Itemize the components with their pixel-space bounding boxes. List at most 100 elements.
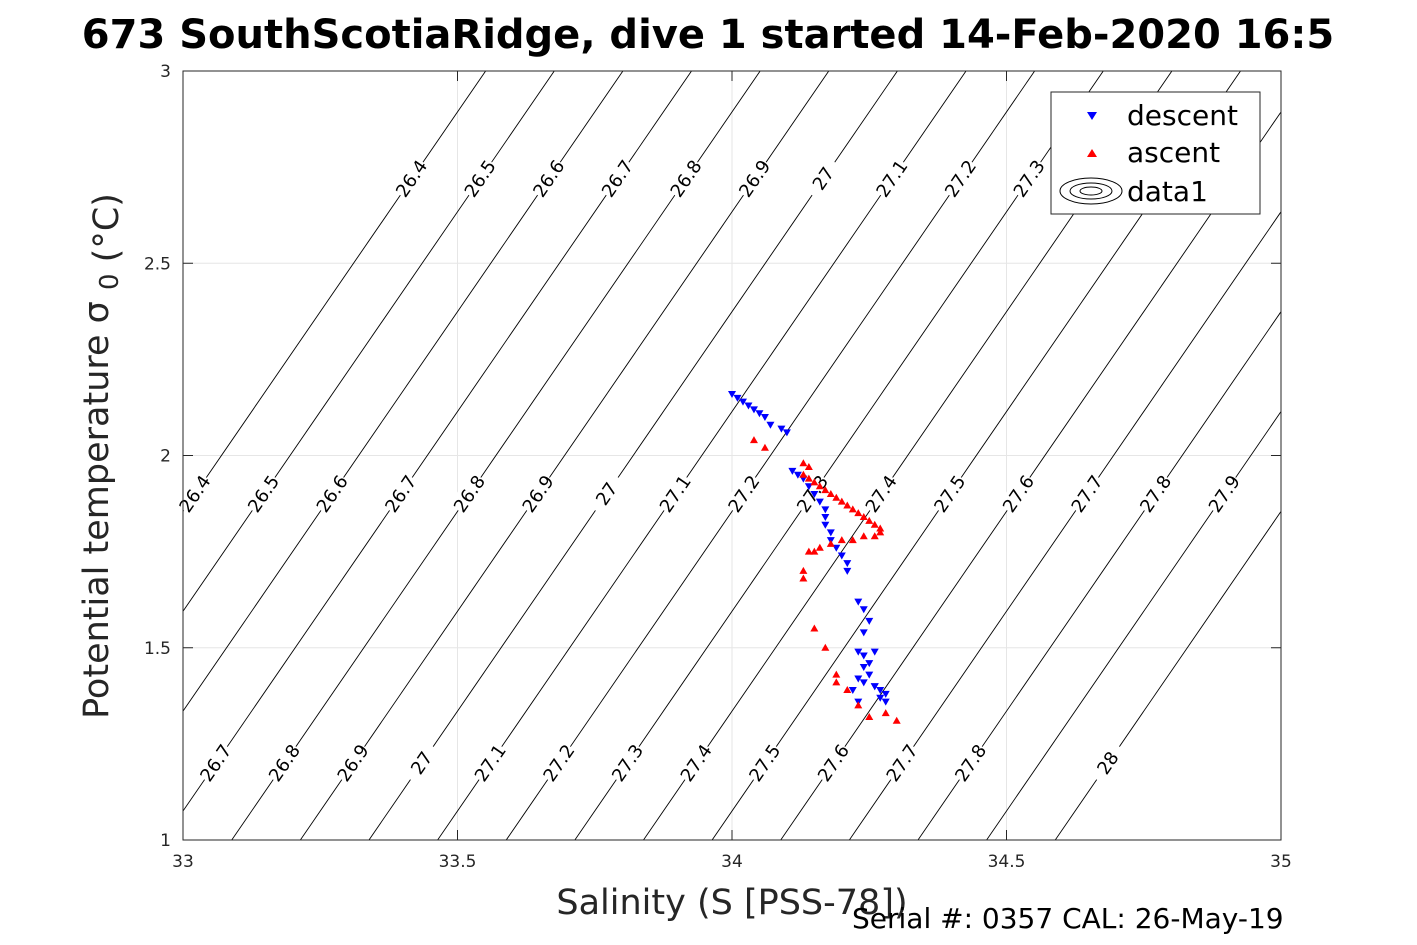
descent-point (854, 675, 863, 683)
descent-point (870, 648, 879, 656)
descent-point (826, 529, 835, 537)
ascent-point (821, 486, 830, 494)
serial-cal-footer: Serial #: 0357 CAL: 26-May-19 (852, 902, 1284, 935)
descent-point (728, 390, 736, 398)
ascent-point (870, 532, 879, 540)
descent-point (870, 683, 879, 691)
contour-line (780, 111, 1282, 841)
axis-ticks (182, 70, 1282, 841)
y-tick-label: 3 (160, 62, 171, 82)
descent-point (788, 467, 797, 475)
legend-box (1050, 91, 1261, 215)
x-axis-label: Salinity (S [PSS-78]) (556, 883, 907, 923)
contour-label-bg (538, 740, 580, 786)
contour-label-bg (517, 471, 559, 517)
descent-point (865, 660, 874, 668)
contour-label-bg (654, 471, 696, 517)
x-tick-label: 34 (721, 852, 743, 872)
descent-point (859, 652, 868, 660)
y-axis-label: Potential temperature σ 0 (°C) (77, 193, 127, 719)
contour-label-bg (744, 740, 786, 786)
ascent-point (859, 532, 868, 540)
x-tick-label: 33 (172, 852, 194, 872)
ascent-point (892, 716, 901, 724)
ascent-point (799, 459, 808, 467)
contour-label-bg (1135, 471, 1177, 517)
contour-label-bg (195, 740, 237, 786)
ascent-point (865, 712, 874, 720)
ascent-point (810, 624, 819, 632)
contour-label-bg (1066, 471, 1108, 517)
contour-label-bg (243, 471, 285, 517)
contour-label-bg (597, 155, 638, 202)
y-axis-label-subscript: 0 (95, 273, 125, 290)
contour-label-bg (881, 740, 923, 786)
contour-line (182, 70, 555, 612)
ascent-point (832, 678, 841, 686)
descent-point (843, 567, 852, 575)
contour-label-bg (391, 155, 433, 202)
ascent-point (826, 489, 835, 497)
ascent-point (815, 482, 824, 490)
contour-label-bg (459, 155, 501, 202)
ascent-point (848, 536, 857, 544)
contour-label-bg (1087, 740, 1129, 786)
contour-label-bg (332, 740, 374, 786)
x-tick-label: 34.5 (988, 852, 1026, 872)
contour-label-bg (470, 740, 511, 786)
descent-point (749, 406, 758, 414)
ascent-point (810, 547, 819, 555)
contour-label-bg (813, 740, 854, 786)
descent-point (854, 648, 863, 656)
descent-point (848, 687, 857, 695)
y-axis-label-sigma: σ (77, 301, 117, 323)
ascent-point (854, 509, 863, 517)
ascent-point (749, 436, 758, 444)
descent-point (843, 560, 852, 568)
ascent-point (826, 539, 835, 547)
contour-label-bg (723, 471, 765, 517)
x-tick-label: 33.5 (439, 852, 477, 872)
descent-point (821, 506, 830, 514)
contour-label-bg (950, 740, 992, 786)
ascent-point (865, 516, 874, 524)
contour-line (505, 70, 1036, 841)
descent-point (881, 698, 890, 706)
descent-point (793, 471, 802, 479)
contour-line (848, 211, 1282, 841)
descent-point (859, 679, 868, 687)
contour-line (231, 70, 761, 841)
contour-label-bg (1203, 471, 1245, 517)
ascent-point (832, 670, 841, 678)
ascent-point (837, 497, 846, 505)
descent-point (859, 663, 868, 671)
contour-line (1054, 511, 1282, 841)
contour-line (182, 70, 487, 512)
descent-point (766, 421, 775, 429)
ascent-point (881, 709, 890, 717)
ascent-point (804, 547, 813, 555)
ascent-point (848, 505, 857, 513)
contour-label-bg (264, 740, 305, 786)
legend-contour-icon (1059, 177, 1123, 205)
ascent-point (832, 493, 841, 501)
contour-label-bg (1008, 155, 1050, 202)
descent-point (733, 394, 742, 402)
chart-title: 673 SouthScotiaRidge, dive 1 started 14-… (82, 12, 1334, 58)
descent-point (821, 521, 830, 529)
descent-point (815, 498, 824, 506)
descent-point (810, 490, 819, 498)
ascent-point (799, 566, 808, 574)
ascent-point (843, 501, 852, 509)
descent-point (865, 671, 874, 679)
legend-descent-marker (1087, 112, 1097, 120)
y-tick-label: 1.5 (144, 639, 171, 659)
x-tick-labels: 33 33.5 34 34.5 35 (172, 852, 1292, 872)
descent-point (755, 410, 764, 418)
legend-ascent-label: ascent (1127, 136, 1220, 169)
descent-point (837, 552, 846, 560)
y-tick-labels: 1 1.5 2 2.5 3 (144, 62, 171, 851)
y-axis-label-text: Potential temperature (77, 334, 117, 718)
contour-label-bg (665, 155, 707, 202)
